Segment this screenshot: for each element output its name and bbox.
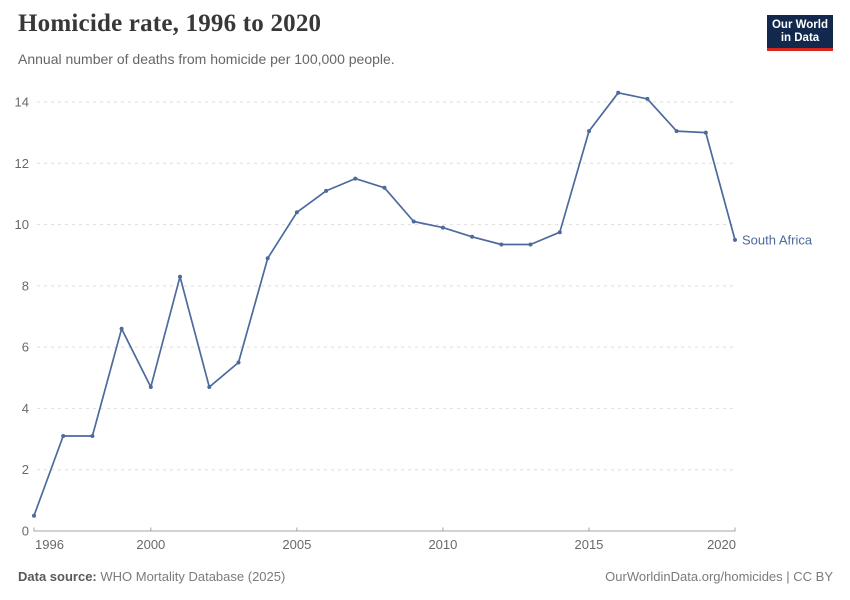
y-tick-label: 4	[22, 401, 29, 416]
y-tick-label: 0	[22, 524, 29, 539]
data-point[interactable]	[470, 234, 475, 239]
data-point[interactable]	[236, 360, 241, 365]
y-tick-label: 10	[15, 217, 29, 232]
y-tick-label: 2	[22, 462, 29, 477]
data-source: Data source: WHO Mortality Database (202…	[18, 569, 285, 584]
series-label[interactable]: South Africa	[742, 232, 813, 247]
data-point[interactable]	[587, 129, 591, 134]
data-point[interactable]	[674, 129, 679, 134]
x-tick-label: 2005	[282, 537, 311, 552]
x-tick-label: 2010	[428, 537, 457, 552]
page-title: Homicide rate, 1996 to 2020	[18, 10, 322, 37]
y-tick-label: 14	[15, 95, 29, 110]
data-point[interactable]	[324, 188, 329, 193]
chart-subtitle: Annual number of deaths from homicide pe…	[18, 51, 395, 67]
y-tick-label: 8	[22, 278, 29, 293]
data-point[interactable]	[265, 256, 270, 261]
data-point[interactable]	[733, 237, 737, 242]
data-point[interactable]	[353, 176, 358, 181]
data-point[interactable]	[90, 434, 95, 438]
data-point[interactable]	[499, 242, 504, 247]
data-point[interactable]	[32, 513, 36, 518]
y-tick-label: 12	[15, 156, 29, 171]
data-source-label: Data source:	[18, 569, 97, 584]
data-source-text: WHO Mortality Database (2025)	[96, 569, 286, 584]
owid-logo[interactable]: Our World in Data	[767, 15, 833, 51]
data-point[interactable]	[528, 242, 533, 247]
data-point[interactable]	[557, 230, 562, 235]
x-tick-label: 2000	[136, 537, 165, 552]
footer-link[interactable]: OurWorldinData.org/homicides | CC BY	[605, 569, 833, 584]
data-point[interactable]	[703, 130, 708, 135]
series-line[interactable]	[33, 91, 736, 517]
logo-line-1: Our World	[771, 19, 828, 31]
data-point[interactable]	[411, 219, 416, 224]
data-point[interactable]	[119, 326, 124, 331]
data-point[interactable]	[207, 385, 212, 389]
x-tick-label: 1996	[35, 537, 64, 552]
data-point[interactable]	[440, 225, 445, 230]
y-tick-label: 6	[22, 340, 29, 355]
data-point[interactable]	[616, 90, 621, 95]
data-point[interactable]	[148, 385, 153, 389]
data-point[interactable]	[294, 210, 299, 215]
data-point[interactable]	[645, 96, 650, 101]
x-tick-label: 2020	[707, 537, 736, 552]
data-point[interactable]	[178, 274, 182, 279]
data-point[interactable]	[382, 185, 387, 190]
data-point[interactable]	[61, 434, 66, 438]
x-tick-label: 2015	[574, 537, 603, 552]
logo-line-2: in Data	[780, 32, 820, 44]
